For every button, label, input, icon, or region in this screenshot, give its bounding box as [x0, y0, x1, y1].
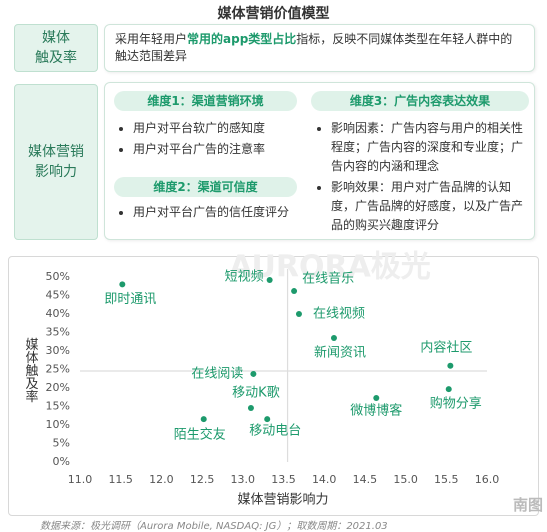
item: 用户对平台广告的信任度评分	[133, 203, 297, 222]
item: 影响因素：广告内容与用户的相关性程度；广告内容的深度和专业度；广告内容的内涵和理…	[331, 119, 529, 176]
item: 用户对平台软广的感知度	[133, 119, 307, 138]
dimension-items: 影响因素：广告内容与用户的相关性程度；广告内容的深度和专业度；广告内容的内涵和理…	[315, 119, 529, 237]
watermark: AURORA极光	[229, 250, 431, 285]
influence-box: 维度1：渠道营销环境 用户对平台软广的感知度 用户对平台广告的注意率 维度2：渠…	[104, 82, 535, 240]
x-axis-label: 媒体营销影响力	[237, 492, 328, 508]
x-tick-label: 15.5	[434, 473, 459, 486]
reach-description: 采用年轻用户常用的app类型占比指标，反映不同媒体类型在年轻人群中的触达范围差异	[115, 31, 524, 65]
y-tick-label: 30%	[46, 344, 70, 357]
dimension-title: 维度3：广告内容表达效果	[311, 91, 529, 111]
label-line: 触及率	[35, 50, 77, 66]
point	[247, 404, 254, 411]
chart-frame	[8, 256, 539, 516]
label-line: 影响力	[35, 164, 77, 180]
point-label: 移动K歌	[232, 385, 280, 400]
reach-box: 采用年轻用户常用的app类型占比指标，反映不同媒体类型在年轻人群中的触达范围差异	[104, 24, 535, 72]
point	[266, 276, 273, 283]
label-line: 媒体	[42, 30, 70, 46]
x-tick-label: 12.5	[190, 473, 215, 486]
point	[295, 311, 302, 317]
dimension-title: 维度2：渠道可信度	[114, 177, 297, 197]
point	[250, 370, 257, 377]
point	[264, 416, 271, 423]
x-tick-label: 15.0	[393, 473, 418, 486]
x-tick-label: 11.5	[108, 473, 133, 486]
text: 采用年轻用户	[115, 32, 188, 46]
y-tick-label: 25%	[46, 363, 70, 376]
highlight: 常用的app类型占比	[187, 32, 297, 46]
point-label: 在线阅读	[191, 366, 243, 381]
badge: 南图	[512, 496, 543, 514]
x-tick-label: 12.0	[149, 473, 174, 486]
label-line: 媒体营销	[28, 144, 84, 160]
y-tick-label: 45%	[46, 289, 70, 302]
point	[200, 416, 207, 423]
point-label: 新闻资讯	[314, 345, 366, 361]
item: 用户对平台广告的注意率	[133, 140, 307, 159]
point-label: 移动电台	[249, 424, 301, 439]
point-label: 即时通讯	[104, 292, 156, 307]
influence-label: 媒体营销 影响力	[14, 84, 98, 240]
x-tick-label: 16.0	[475, 473, 500, 486]
y-tick-label: 0%	[53, 455, 70, 468]
x-tick-label: 14.5	[353, 473, 378, 486]
dimension-title: 维度1：渠道营销环境	[114, 91, 297, 111]
dimension-items: 用户对平台软广的感知度 用户对平台广告的注意率	[117, 119, 307, 161]
y-tick-label: 10%	[46, 418, 70, 431]
point-label: 短视频	[225, 269, 264, 284]
point-label: 在线音乐	[302, 271, 354, 287]
point	[291, 288, 298, 295]
page-title: 媒体营销价值模型	[217, 6, 330, 22]
point	[373, 394, 380, 401]
y-tick-label: 15%	[46, 400, 70, 413]
source: 数据来源：极光调研（Aurora Mobile, NASDAQ: JG）；取数周…	[40, 521, 388, 532]
dimension-items: 用户对平台广告的信任度评分	[117, 203, 297, 224]
y-tick-label: 5%	[53, 437, 70, 450]
point	[445, 386, 452, 393]
x-tick-label: 13.0	[231, 473, 256, 486]
reach-label: 媒体 触及率	[14, 24, 98, 72]
y-axis-label: 媒体触及率	[23, 338, 39, 403]
point	[119, 281, 126, 288]
point-label: 微博博客	[350, 402, 402, 418]
y-tick-label: 50%	[46, 270, 70, 283]
point-label: 购物分享	[430, 396, 482, 412]
point-label: 内容社区	[420, 339, 472, 355]
point	[447, 362, 454, 369]
item: 影响效果：用户对广告品牌的认知度，广告品牌的好感度，以及广告产品的购买兴趣度评分	[331, 178, 529, 235]
text: 指标，反映不同媒体类型在年轻人群中的触达范围差异	[115, 32, 513, 63]
point	[330, 335, 337, 342]
y-tick-label: 35%	[46, 326, 70, 339]
x-tick-label: 14.0	[312, 473, 337, 486]
x-tick-label: 13.5	[271, 473, 296, 486]
y-tick-label: 40%	[46, 307, 70, 320]
y-tick-label: 20%	[46, 381, 70, 394]
point-label: 陌生交友	[174, 427, 226, 443]
point-label: 在线视频	[313, 307, 365, 322]
x-tick-label: 11.0	[68, 473, 93, 486]
